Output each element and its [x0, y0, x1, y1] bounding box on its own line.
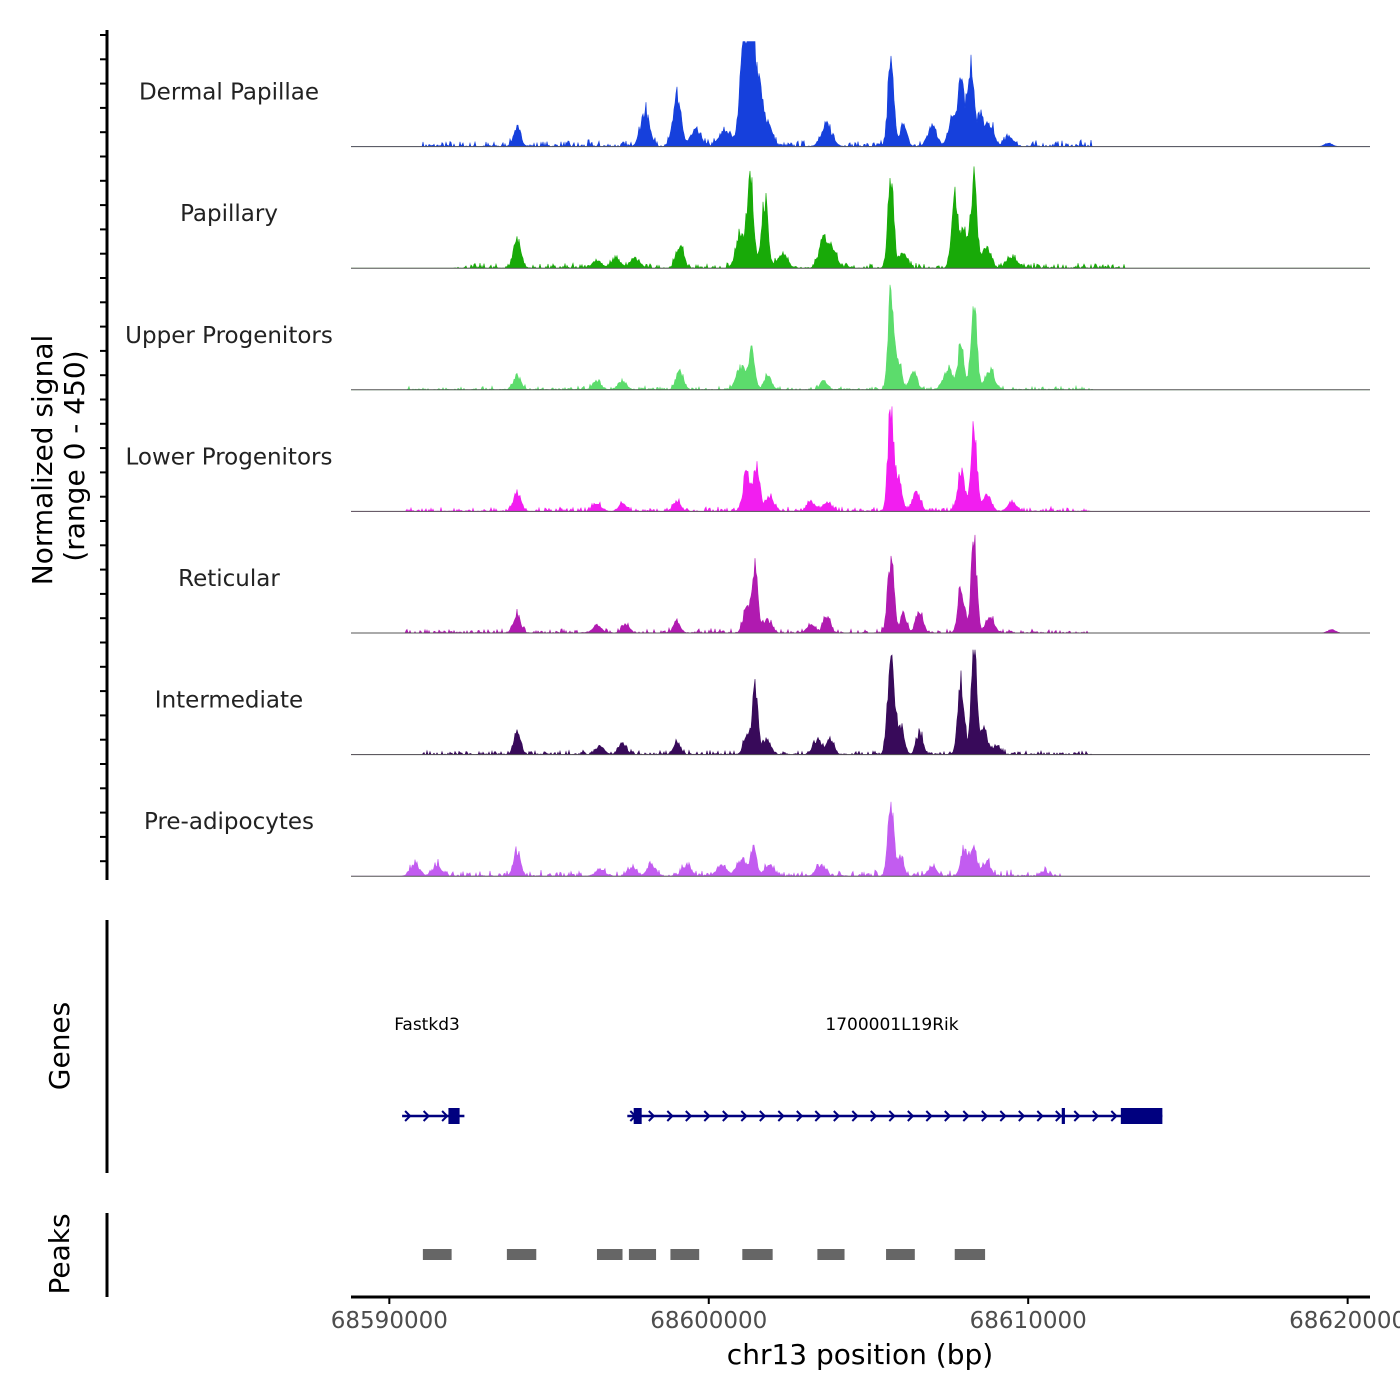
peak-region — [670, 1249, 700, 1260]
signal-area — [351, 166, 1370, 270]
exon — [633, 1108, 642, 1124]
strand-arrow — [685, 1110, 693, 1122]
gene-label: 1700001L19Rik — [825, 1015, 958, 1035]
signal-area — [351, 406, 1370, 513]
strand-arrow — [666, 1110, 674, 1122]
strand-arrow — [777, 1110, 785, 1122]
exon — [1061, 1108, 1065, 1124]
strand-arrow — [1055, 1110, 1063, 1122]
strand-arrow — [851, 1110, 859, 1122]
peak-region — [954, 1249, 986, 1260]
strand-arrow — [703, 1110, 711, 1122]
strand-arrow — [870, 1110, 878, 1122]
strand-arrow — [648, 1110, 656, 1122]
strand-arrow — [944, 1110, 952, 1122]
track-label: Reticular — [178, 566, 280, 592]
peaks-axis-title: Peaks — [43, 1213, 76, 1294]
peak-track — [422, 1249, 986, 1260]
strand-arrow — [404, 1110, 412, 1122]
x-tick-label: 68590000 — [331, 1308, 448, 1334]
strand-arrow — [833, 1110, 841, 1122]
x-axis-title: chr13 position (bp) — [727, 1338, 993, 1371]
strand-arrow — [999, 1110, 1007, 1122]
peak-region — [596, 1249, 623, 1260]
strand-arrow — [1110, 1110, 1118, 1122]
y-axis-title-line1: Normalized signal — [26, 335, 59, 586]
strand-arrow — [962, 1110, 970, 1122]
strand-arrow — [1073, 1110, 1081, 1122]
exon — [1120, 1108, 1163, 1124]
track-label: Intermediate — [155, 688, 303, 714]
track-label: Lower Progenitors — [126, 444, 333, 470]
strand-arrow — [441, 1110, 449, 1122]
track-label: Dermal Papillae — [139, 80, 319, 106]
x-axis-ticks: 68590000 68600000 68610000 68620000 — [331, 1297, 1400, 1334]
peak-region — [742, 1249, 773, 1260]
gene-label: Fastkd3 — [394, 1015, 460, 1035]
strand-arrow — [814, 1110, 822, 1122]
strand-arrow — [759, 1110, 767, 1122]
x-tick-label: 68610000 — [970, 1308, 1087, 1334]
x-tick-label: 68600000 — [650, 1308, 767, 1334]
peak-region — [506, 1249, 537, 1260]
signal-area — [351, 649, 1370, 756]
strand-arrow — [722, 1110, 730, 1122]
strand-arrow — [925, 1110, 933, 1122]
coverage-y-axis-ticks — [100, 34, 107, 863]
genes-axis-title: Genes — [43, 1002, 76, 1090]
exon — [448, 1108, 460, 1124]
strand-arrow — [422, 1110, 431, 1122]
strand-arrow — [740, 1110, 748, 1122]
y-axis-title-line2: (range 0 - 450) — [58, 350, 91, 561]
track-label: Upper Progenitors — [125, 323, 333, 349]
gene-track: Fastkd3 1700001L19Rik — [394, 1015, 1163, 1124]
track-labels: Dermal Papillae Papillary Upper Progenitor… — [125, 80, 333, 836]
strand-arrow — [1092, 1110, 1100, 1122]
signal-area — [351, 41, 1370, 148]
x-tick-label: 68620000 — [1289, 1308, 1400, 1334]
signal-area — [351, 534, 1370, 634]
strand-arrow — [888, 1110, 896, 1122]
peak-region — [628, 1249, 657, 1260]
strand-arrow — [981, 1110, 989, 1122]
signal-area — [351, 284, 1370, 391]
coverage-tracks — [351, 41, 1370, 878]
strand-arrow — [1036, 1110, 1044, 1122]
track-label: Papillary — [180, 201, 278, 227]
strand-arrow — [907, 1110, 915, 1122]
peak-region — [886, 1249, 915, 1260]
strand-arrow — [1018, 1110, 1026, 1122]
peak-region — [422, 1249, 452, 1260]
strand-arrow — [796, 1110, 804, 1122]
peak-region — [817, 1249, 845, 1260]
signal-area — [351, 801, 1370, 878]
track-label: Pre-adipocytes — [144, 809, 314, 835]
